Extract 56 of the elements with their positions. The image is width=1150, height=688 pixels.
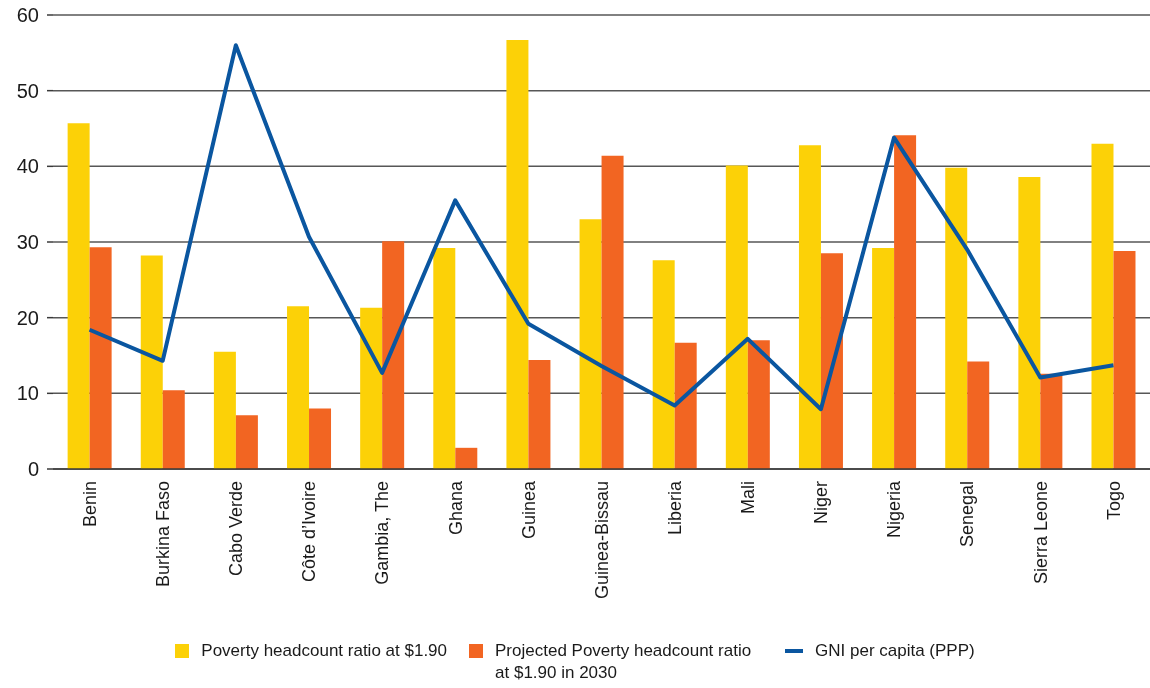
- bar: [382, 241, 405, 469]
- x-tick-label: Benin: [79, 481, 100, 528]
- bar: [1091, 143, 1114, 469]
- bar: [235, 415, 258, 469]
- y-tick-label: 30: [16, 231, 39, 254]
- bar: [1113, 251, 1136, 469]
- x-tick-label: Guinea-Bissau: [591, 481, 612, 600]
- bar: [872, 248, 895, 469]
- x-tick-label: Cabo Verde: [226, 481, 247, 577]
- bar: [674, 342, 697, 469]
- bar: [309, 408, 332, 469]
- legend-label: GNI per capita (PPP): [815, 640, 975, 662]
- y-tick-label: 40: [16, 155, 39, 178]
- x-tick-label: Guinea: [518, 480, 539, 540]
- bar: [506, 39, 529, 469]
- x-tick-label: Côte d’Ivoire: [299, 481, 320, 583]
- bar: [360, 307, 383, 469]
- bar: [798, 145, 821, 469]
- bar: [455, 447, 478, 469]
- y-tick-label: 50: [16, 79, 39, 102]
- legend-label: Projected Poverty headcount ratio at $1.90 in 2030: [495, 640, 753, 684]
- bar: [894, 135, 917, 469]
- x-tick-label: Liberia: [664, 480, 685, 536]
- x-tick-label: Senegal: [957, 481, 978, 548]
- y-tick-label: 20: [16, 306, 39, 329]
- bar: [528, 360, 551, 469]
- bar: [1040, 373, 1063, 469]
- bar: [67, 123, 90, 469]
- legend-label: Poverty headcount ratio at $1.90: [201, 640, 448, 662]
- x-tick-label: Burkina Faso: [153, 481, 173, 588]
- bar: [967, 361, 990, 469]
- x-tick-label: Sierra Leone: [1030, 481, 1051, 585]
- x-tick-label: Ghana: [445, 480, 466, 536]
- x-tick-label: Gambia, The: [372, 481, 393, 585]
- bar: [140, 255, 163, 469]
- bar: [1018, 176, 1041, 469]
- bar: [747, 340, 770, 469]
- x-tick-label: Nigeria: [884, 480, 905, 539]
- y-tick-label: 10: [16, 382, 39, 405]
- y-tick-label: 60: [16, 4, 39, 27]
- bar: [725, 165, 748, 469]
- x-tick-label: Niger: [811, 481, 832, 525]
- bar: [579, 219, 602, 469]
- bar: [820, 253, 843, 469]
- bar: [945, 167, 968, 469]
- bar: [89, 247, 112, 469]
- bar: [213, 351, 236, 469]
- bar: [162, 390, 185, 469]
- bar: [601, 155, 624, 469]
- bar: [287, 306, 310, 469]
- bar: [652, 260, 675, 469]
- line-series: [87, 43, 1116, 412]
- y-tick-label: 0: [27, 458, 39, 481]
- x-tick-label: Mali: [738, 481, 759, 515]
- x-tick-label: Togo: [1103, 481, 1124, 521]
- bar: [433, 248, 456, 469]
